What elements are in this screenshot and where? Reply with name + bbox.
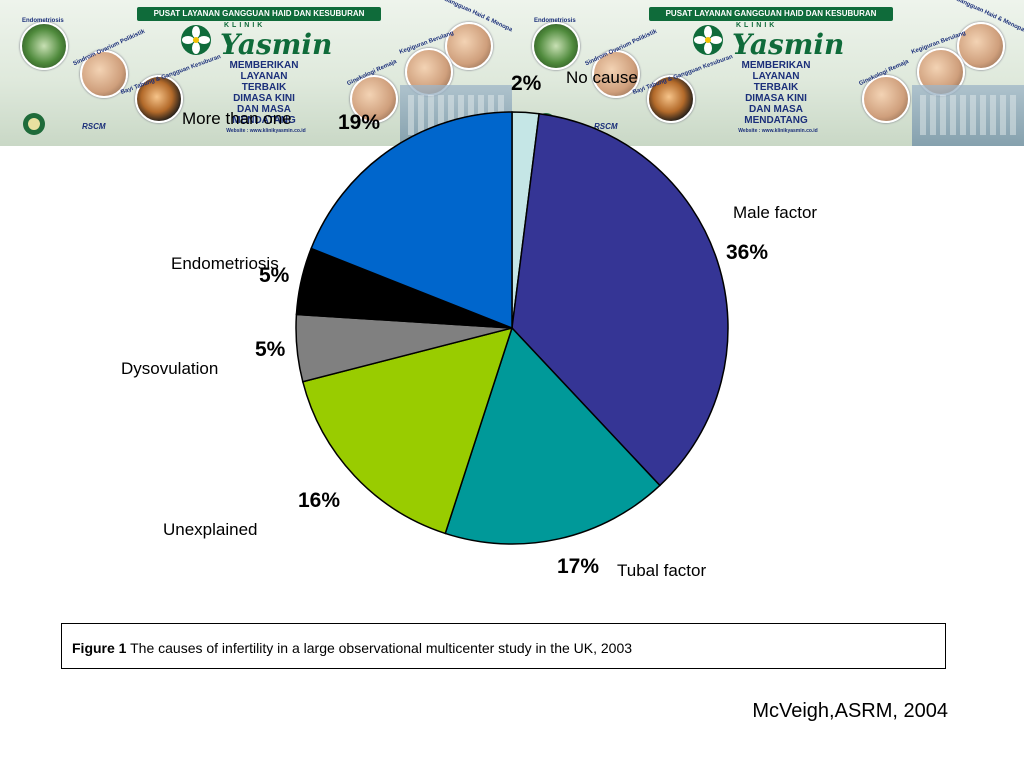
rscm-logo: RSCM (82, 122, 106, 131)
pie-slice-tubal-factor (444, 326, 661, 545)
brand-klinik: KLINIK (736, 22, 778, 29)
pie-slices (295, 111, 729, 545)
slogan-line: MEMBERIKAN (741, 60, 811, 71)
pie-slice-more-than-one (310, 111, 513, 330)
label-dysovulation: Dysovulation (121, 359, 219, 378)
pct-dysovulation: 5% (255, 338, 286, 361)
slogan-line: MEMBERIKAN (229, 60, 299, 71)
pie-slice-unexplained (301, 326, 514, 535)
topic-label: Endometriosis (534, 18, 576, 24)
slogan-line: TERBAIK (753, 82, 799, 93)
brand-name: Yasmin (220, 28, 333, 61)
pct-more-than-one: 19% (338, 111, 381, 134)
figure-caption-box: Figure 1 The causes of infertility in a … (61, 623, 946, 669)
pct-endometriosis: 5% (259, 264, 290, 287)
slogan-line: DAN MASA (237, 104, 291, 115)
brand-name: Yasmin (732, 28, 845, 61)
ivf-medallion (647, 75, 695, 123)
header-banner: PUSAT LAYANAN GANGGUAN HAID DAN KESUBURA… (0, 0, 1024, 146)
pie-slice-male-factor (511, 112, 729, 487)
flower-icon (693, 25, 723, 55)
banner-panel-right: PUSAT LAYANAN GANGGUAN HAID DAN KESUBURA… (512, 0, 1024, 146)
adolescent-medallion (862, 75, 910, 123)
banner-website: Website : www.klinikyasmin.co.id (738, 128, 818, 134)
pct-unexplained: 16% (298, 489, 341, 512)
banner-panel-left: PUSAT LAYANAN GANGGUAN HAID DAN KESUBURA… (0, 0, 512, 146)
slogan-line: LAYANAN (752, 71, 800, 82)
adolescent-medallion (350, 75, 398, 123)
brand-klinik: KLINIK (224, 22, 266, 29)
banner-slogan: MEMBERIKAN LAYANAN TERBAIK DIMASA KINI D… (214, 60, 314, 126)
ivf-medallion (135, 75, 183, 123)
label-tubal-factor: Tubal factor (617, 561, 707, 580)
banner-ribbon: PUSAT LAYANAN GANGGUAN HAID DAN KESUBURA… (137, 7, 381, 21)
label-no-cause: No cause (566, 68, 638, 87)
banner-ribbon: PUSAT LAYANAN GANGGUAN HAID DAN KESUBURA… (649, 7, 893, 21)
pcos-medallion (80, 50, 128, 98)
slogan-line: MENDATANG (744, 115, 808, 126)
figure-caption-text: The causes of infertility in a large obs… (126, 640, 633, 656)
brand-logo: KLINIK Yasmin (692, 22, 852, 61)
pcos-medallion (592, 50, 640, 98)
pct-no-cause: 2% (511, 72, 542, 95)
pct-tubal-factor: 17% (557, 555, 600, 578)
label-more-than-one: More than one (182, 109, 292, 128)
endometriosis-medallion (20, 22, 68, 70)
figure-label: Figure 1 (72, 640, 127, 656)
flower-icon (181, 25, 211, 55)
label-unexplained: Unexplained (163, 520, 258, 539)
slogan-line: DIMASA KINI (233, 93, 295, 104)
topic-label: Endometriosis (22, 18, 64, 24)
banner-website: Website : www.klinikyasmin.co.id (226, 128, 306, 134)
banner-slogan: MEMBERIKAN LAYANAN TERBAIK DIMASA KINI D… (726, 60, 826, 126)
slogan-line: DIMASA KINI (745, 93, 807, 104)
pct-male-factor: 36% (726, 241, 769, 264)
university-seal-icon (23, 113, 45, 135)
menstrual-medallion (445, 22, 493, 70)
slogan-line: LAYANAN (240, 71, 288, 82)
hospital-building-image (912, 85, 1024, 146)
slogan-line: MENDATANG (232, 115, 296, 126)
menstrual-medallion (957, 22, 1005, 70)
slogan-line: TERBAIK (241, 82, 287, 93)
label-male-factor: Male factor (733, 203, 818, 222)
label-endometriosis: Endometriosis (171, 254, 279, 273)
endometriosis-medallion (532, 22, 580, 70)
brand-logo: KLINIK Yasmin (180, 22, 340, 61)
slogan-line: DAN MASA (749, 104, 803, 115)
figure-caption: Figure 1 The causes of infertility in a … (72, 640, 632, 656)
rscm-logo: RSCM (594, 122, 618, 131)
source-citation: McVeigh,ASRM, 2004 (752, 700, 948, 722)
